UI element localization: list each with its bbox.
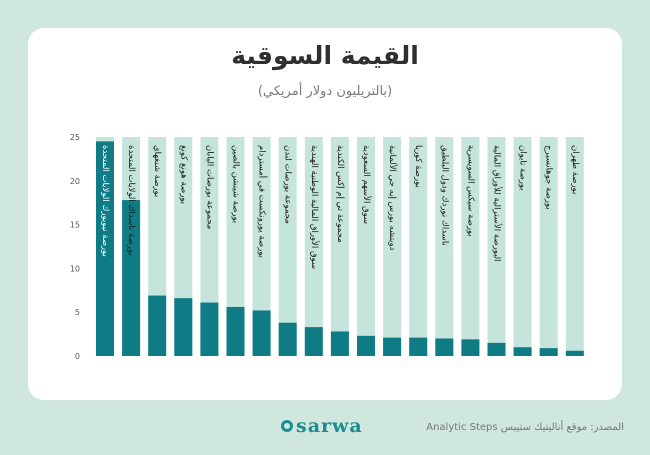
bar-track [539,137,558,356]
bar-track [383,137,402,356]
bar [96,141,114,356]
category-label: بورصة شينشن بالصين [231,145,241,223]
source-note: المصدر: موقع أناليتيك ستيبس Analytic Ste… [426,422,624,433]
bar [174,298,193,356]
bar [513,347,532,356]
bar [435,338,454,356]
bar [148,295,167,356]
bar [278,322,297,356]
y-tick-label: 5 [75,308,80,317]
bar [330,331,349,356]
y-tick-label: 25 [70,133,80,142]
bar [409,337,428,356]
category-label: بورصة يورونكست في أمستردام [257,145,269,258]
bar [122,200,141,356]
bar [200,302,219,356]
bar [357,335,375,356]
bar [252,310,271,356]
bar-track [357,137,375,356]
category-label: بورصة شنغهاي [152,145,162,197]
bar-track [200,137,219,356]
logo-text: sarwa [296,415,363,437]
category-label: بورصة نيويورك الولايات المتحدة [100,145,110,257]
category-label: سوق الأوراق المالية الوطنية الهندية [309,145,320,269]
bar [383,337,402,356]
bar-track [304,137,323,356]
bar-track [487,137,506,356]
chart-subtitle: (بالتريليون دولار أمريكي) [257,84,393,99]
bar-track [565,137,584,356]
bar [226,306,245,356]
bar-track [278,137,297,356]
y-tick-label: 15 [70,221,80,230]
y-tick-label: 20 [70,177,80,186]
sarwa-logo-icon [281,420,293,432]
category-label: البورصة الأسترالية للأوراق المالية [492,145,503,262]
y-tick-label: 0 [75,352,80,361]
category-label: بورصة سيكس السويسرية [465,145,475,237]
bar [539,348,558,356]
category-label: ناسداك نوردك ودول البلطيق [439,145,449,246]
bar-track [461,137,480,356]
chart-title: القيمة السوقية [231,41,419,70]
category-label: دويتشه بورس إيه جي الألمانية [387,145,398,251]
bar-track [330,137,349,356]
category-label: بورصة تايوان [518,145,528,191]
y-tick-label: 10 [70,264,80,273]
category-label: مجموعة تي إم إكس الكندية [335,145,345,243]
bar [461,339,480,356]
bar [304,327,323,356]
bar-track [435,137,454,356]
category-label: بورصة ناسداك الولايات المتحدة [126,145,136,256]
bar-track [252,137,271,356]
category-label: سوق الأسهم السعودية [361,145,372,224]
category-label: مجموعة بورصات لندن [283,145,293,224]
category-label: بورصة هونغ كونغ [178,145,188,204]
category-label: بورصة طهران [570,145,580,194]
sarwa-logo: sarwa [281,415,363,437]
bar-track [409,137,428,356]
category-label: بورصة كوريا [413,145,423,188]
category-label: بورصة جوهانسبرج [544,145,554,210]
bar-track [226,137,245,356]
bar-track [513,137,532,356]
bar [487,342,506,356]
bar [565,350,584,356]
category-label: مجموعة بورصات اليابان [204,145,214,229]
